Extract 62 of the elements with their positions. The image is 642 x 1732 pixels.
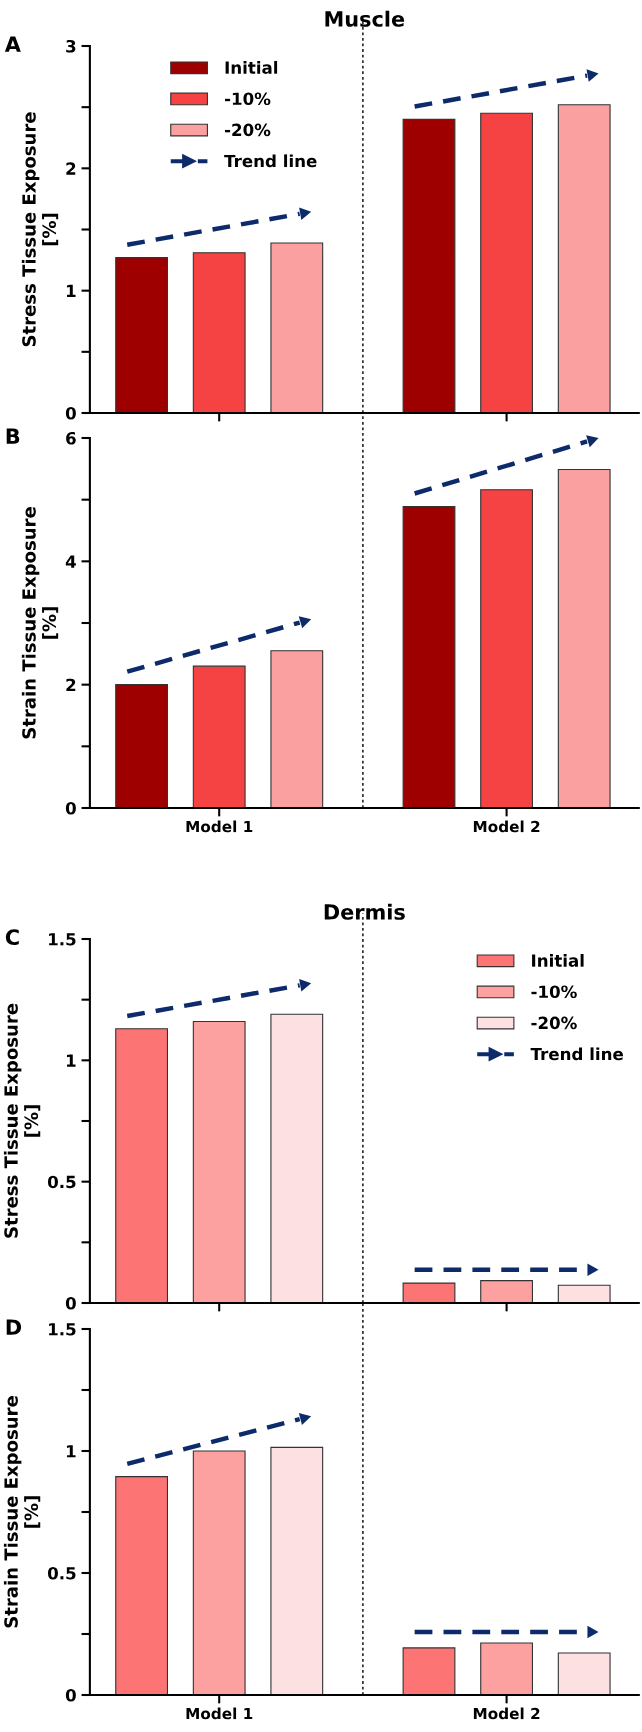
bar (115, 1476, 169, 1695)
bar (115, 1028, 169, 1303)
text: A (4, 36, 21, 52)
text: C (5, 929, 19, 946)
bar (557, 468, 611, 808)
bar (192, 665, 246, 808)
legend-label: Initial (532, 954, 584, 967)
y-tick-label: 0 (65, 406, 76, 420)
y-tick-label: 3 (66, 39, 76, 53)
y-tick-label: 0 (65, 801, 76, 815)
bar (557, 1284, 611, 1303)
y-tick-label: 2 (66, 678, 76, 691)
y-tick-label: 1 (66, 1445, 76, 1458)
bar (402, 1282, 456, 1303)
bar (402, 505, 456, 808)
y-axis-title: Stress Tissue Exposure [%] (21, 112, 59, 347)
bar (270, 650, 324, 808)
chart-title: Muscle (325, 10, 405, 27)
text: D (6, 1319, 21, 1335)
legend-label: -10% (224, 92, 271, 106)
legend-label: Initial (225, 61, 278, 74)
bar (557, 1652, 611, 1695)
y-tick-label: 0 (65, 1296, 76, 1310)
y-tick-label: 1.5 (49, 933, 76, 946)
bar (480, 112, 534, 413)
bar (270, 1446, 324, 1695)
y-tick-label: 1 (66, 1054, 76, 1067)
bar (402, 1647, 456, 1695)
y-axis-title: Stress Tissue Exposure [%] (3, 1003, 41, 1238)
y-axis-title: Strain Tissue Exposure [%] (21, 507, 59, 739)
bar (270, 1013, 324, 1303)
x-tick-label: Model 1 (186, 820, 253, 833)
y-axis-title: Strain Tissue Exposure [%] (3, 1396, 41, 1628)
bar (192, 1020, 246, 1303)
bar (270, 242, 324, 413)
x-tick-label: Model 1 (186, 1707, 253, 1720)
bar (192, 252, 246, 413)
y-tick-label: 2 (66, 162, 76, 175)
legend-label: -10% (531, 985, 577, 999)
x-tick-label: Model 2 (473, 1707, 540, 1720)
y-tick-label: 6 (66, 431, 76, 445)
y-tick-label: 0 (65, 1688, 76, 1702)
bar (557, 104, 611, 413)
y-tick-label: 4 (65, 555, 76, 568)
y-tick-label: 1.5 (49, 1323, 76, 1336)
chart-title: Dermis (324, 903, 405, 920)
bar (480, 1280, 534, 1303)
bar (480, 489, 534, 808)
bar (480, 1642, 534, 1695)
y-tick-label: 1 (66, 284, 76, 297)
x-tick-label: Model 2 (473, 820, 540, 833)
bar (402, 118, 456, 413)
y-tick-label: 0.5 (47, 1175, 76, 1189)
legend-label: Trend line (224, 154, 317, 168)
bar (192, 1450, 246, 1695)
bar (115, 257, 169, 413)
bar (115, 684, 169, 808)
legend-label: Trend line (530, 1047, 623, 1061)
legend-label: -20% (224, 123, 271, 137)
y-tick-label: 0.5 (47, 1566, 76, 1580)
text: B (6, 428, 20, 444)
legend-label: -20% (531, 1016, 577, 1030)
